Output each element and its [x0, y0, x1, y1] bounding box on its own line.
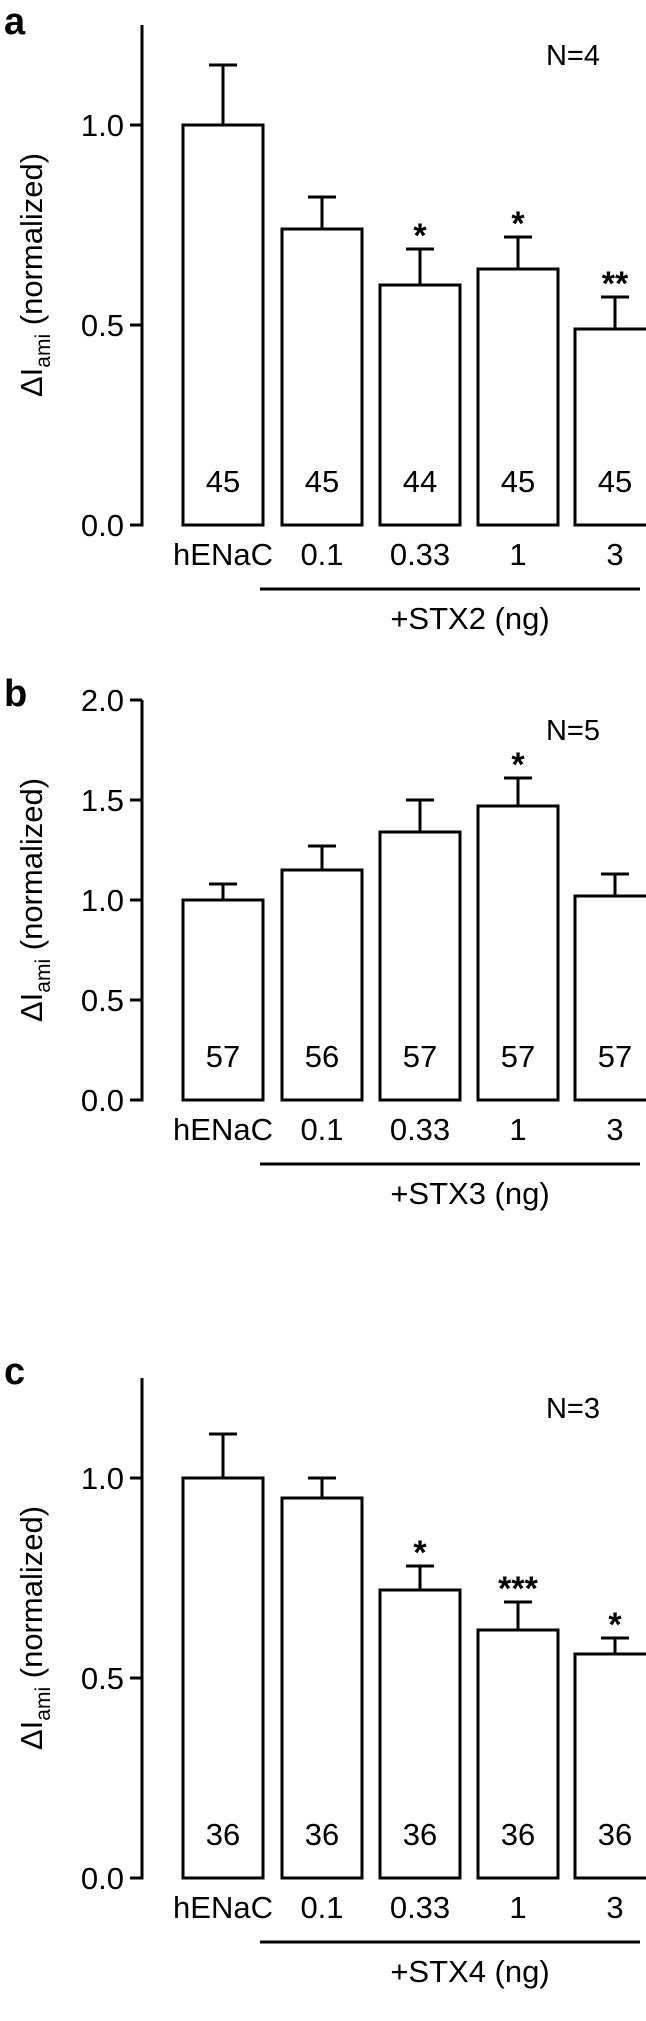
category-label: 0.33: [390, 1112, 450, 1147]
y-axis-label: ΔIami (normalized): [14, 153, 55, 397]
bar-count-label: 45: [501, 464, 535, 499]
category-label: hENaC: [173, 1890, 273, 1925]
category-label: 1: [509, 1112, 526, 1147]
y-axis-label: ΔIami (normalized): [14, 778, 55, 1022]
bar-count-label: 36: [501, 1817, 535, 1852]
y-tick-label: 0.5: [81, 1661, 124, 1696]
panel-c: c 0.0 0.5 1.0 ΔIami (normalized) N=3 36 hENaC 36…: [4, 1351, 646, 1989]
y-axis-label-prefix: ΔI: [14, 1721, 49, 1750]
significance-label: *: [413, 1534, 427, 1572]
y-axis-label: ΔIami (normalized): [14, 1506, 55, 1750]
category-label: 3: [606, 537, 623, 572]
y-axis-label-subscript: ami: [32, 959, 55, 993]
category-label: 1: [509, 537, 526, 572]
bar-count-label: 36: [403, 1817, 437, 1852]
y-axis-label-subscript: ami: [32, 334, 55, 368]
y-tick-label: 1.0: [81, 1461, 124, 1496]
bar-count-label: 45: [305, 464, 339, 499]
group-label: +STX4 (ng): [390, 1954, 549, 1989]
bar-count-label: 36: [206, 1817, 240, 1852]
bar: [476, 804, 560, 1102]
y-tick-label: 1.0: [81, 108, 124, 143]
y-tick-label: 0.5: [81, 983, 124, 1018]
bar: [573, 327, 646, 527]
bar: [280, 227, 364, 527]
group-label: +STX2 (ng): [390, 601, 549, 636]
category-label: hENaC: [173, 537, 273, 572]
y-tick-label: 1.0: [81, 883, 124, 918]
n-annotation: N=3: [546, 1393, 600, 1425]
significance-label: ***: [498, 1570, 538, 1608]
panel-b: b 0.0 0.5 1.0 1.5 2.0 ΔIami (normalized) N=5 57 h…: [4, 673, 646, 1211]
bar-count-label: 57: [598, 1039, 632, 1074]
bar: [573, 894, 646, 1102]
category-label: hENaC: [173, 1112, 273, 1147]
category-label: 3: [606, 1112, 623, 1147]
category-label: 1: [509, 1890, 526, 1925]
panel-a: a 0.0 0.5 1.0 ΔIami (normalized) N=4 45 hENaC 45…: [4, 1, 646, 636]
significance-label: *: [413, 217, 427, 255]
panel-letter: c: [4, 1351, 25, 1393]
bar: [181, 898, 265, 1102]
category-label: 3: [606, 1890, 623, 1925]
y-axis-label-suffix: (normalized): [14, 778, 49, 959]
bar: [476, 1628, 560, 1880]
panel-letter: a: [4, 1, 26, 43]
bar-count-label: 36: [305, 1817, 339, 1852]
n-annotation: N=4: [546, 40, 600, 72]
bar-count-label: 57: [501, 1039, 535, 1074]
category-label: 0.33: [390, 1890, 450, 1925]
significance-label: **: [602, 265, 629, 303]
y-axis-label-suffix: (normalized): [14, 1506, 49, 1687]
bar: [181, 1476, 265, 1880]
category-label: 0.1: [300, 1112, 343, 1147]
y-tick-label: 1.5: [81, 783, 124, 818]
bar-count-label: 57: [206, 1039, 240, 1074]
y-axis-label-prefix: ΔI: [14, 993, 49, 1022]
significance-label: *: [608, 1606, 622, 1644]
group-label: +STX3 (ng): [390, 1176, 549, 1211]
bar-count-label: 45: [206, 464, 240, 499]
y-axis-label-prefix: ΔI: [14, 368, 49, 397]
panel-letter: b: [4, 673, 27, 715]
bar: [280, 868, 364, 1102]
bar-count-label: 57: [403, 1039, 437, 1074]
significance-label: *: [511, 205, 525, 243]
category-label: 0.1: [300, 1890, 343, 1925]
category-label: 0.1: [300, 537, 343, 572]
bar: [476, 267, 560, 527]
y-axis-label-subscript: ami: [32, 1687, 55, 1721]
bar-count-label: 44: [403, 464, 437, 499]
bar: [378, 830, 462, 1102]
y-tick-label: 0.0: [81, 1861, 124, 1896]
bar: [280, 1496, 364, 1880]
significance-label: *: [511, 746, 525, 784]
bar: [573, 1652, 646, 1880]
bar-count-label: 36: [598, 1817, 632, 1852]
n-annotation: N=5: [546, 715, 600, 747]
y-tick-label: 0.0: [81, 508, 124, 543]
y-axis-label-suffix: (normalized): [14, 153, 49, 334]
bar-count-label: 45: [598, 464, 632, 499]
y-tick-label: 0.0: [81, 1083, 124, 1118]
bar: [181, 123, 265, 527]
bar: [378, 1588, 462, 1880]
y-tick-label: 2.0: [81, 683, 124, 718]
bar: [378, 283, 462, 527]
category-label: 0.33: [390, 537, 450, 572]
bar-count-label: 56: [305, 1039, 339, 1074]
y-tick-label: 0.5: [81, 308, 124, 343]
